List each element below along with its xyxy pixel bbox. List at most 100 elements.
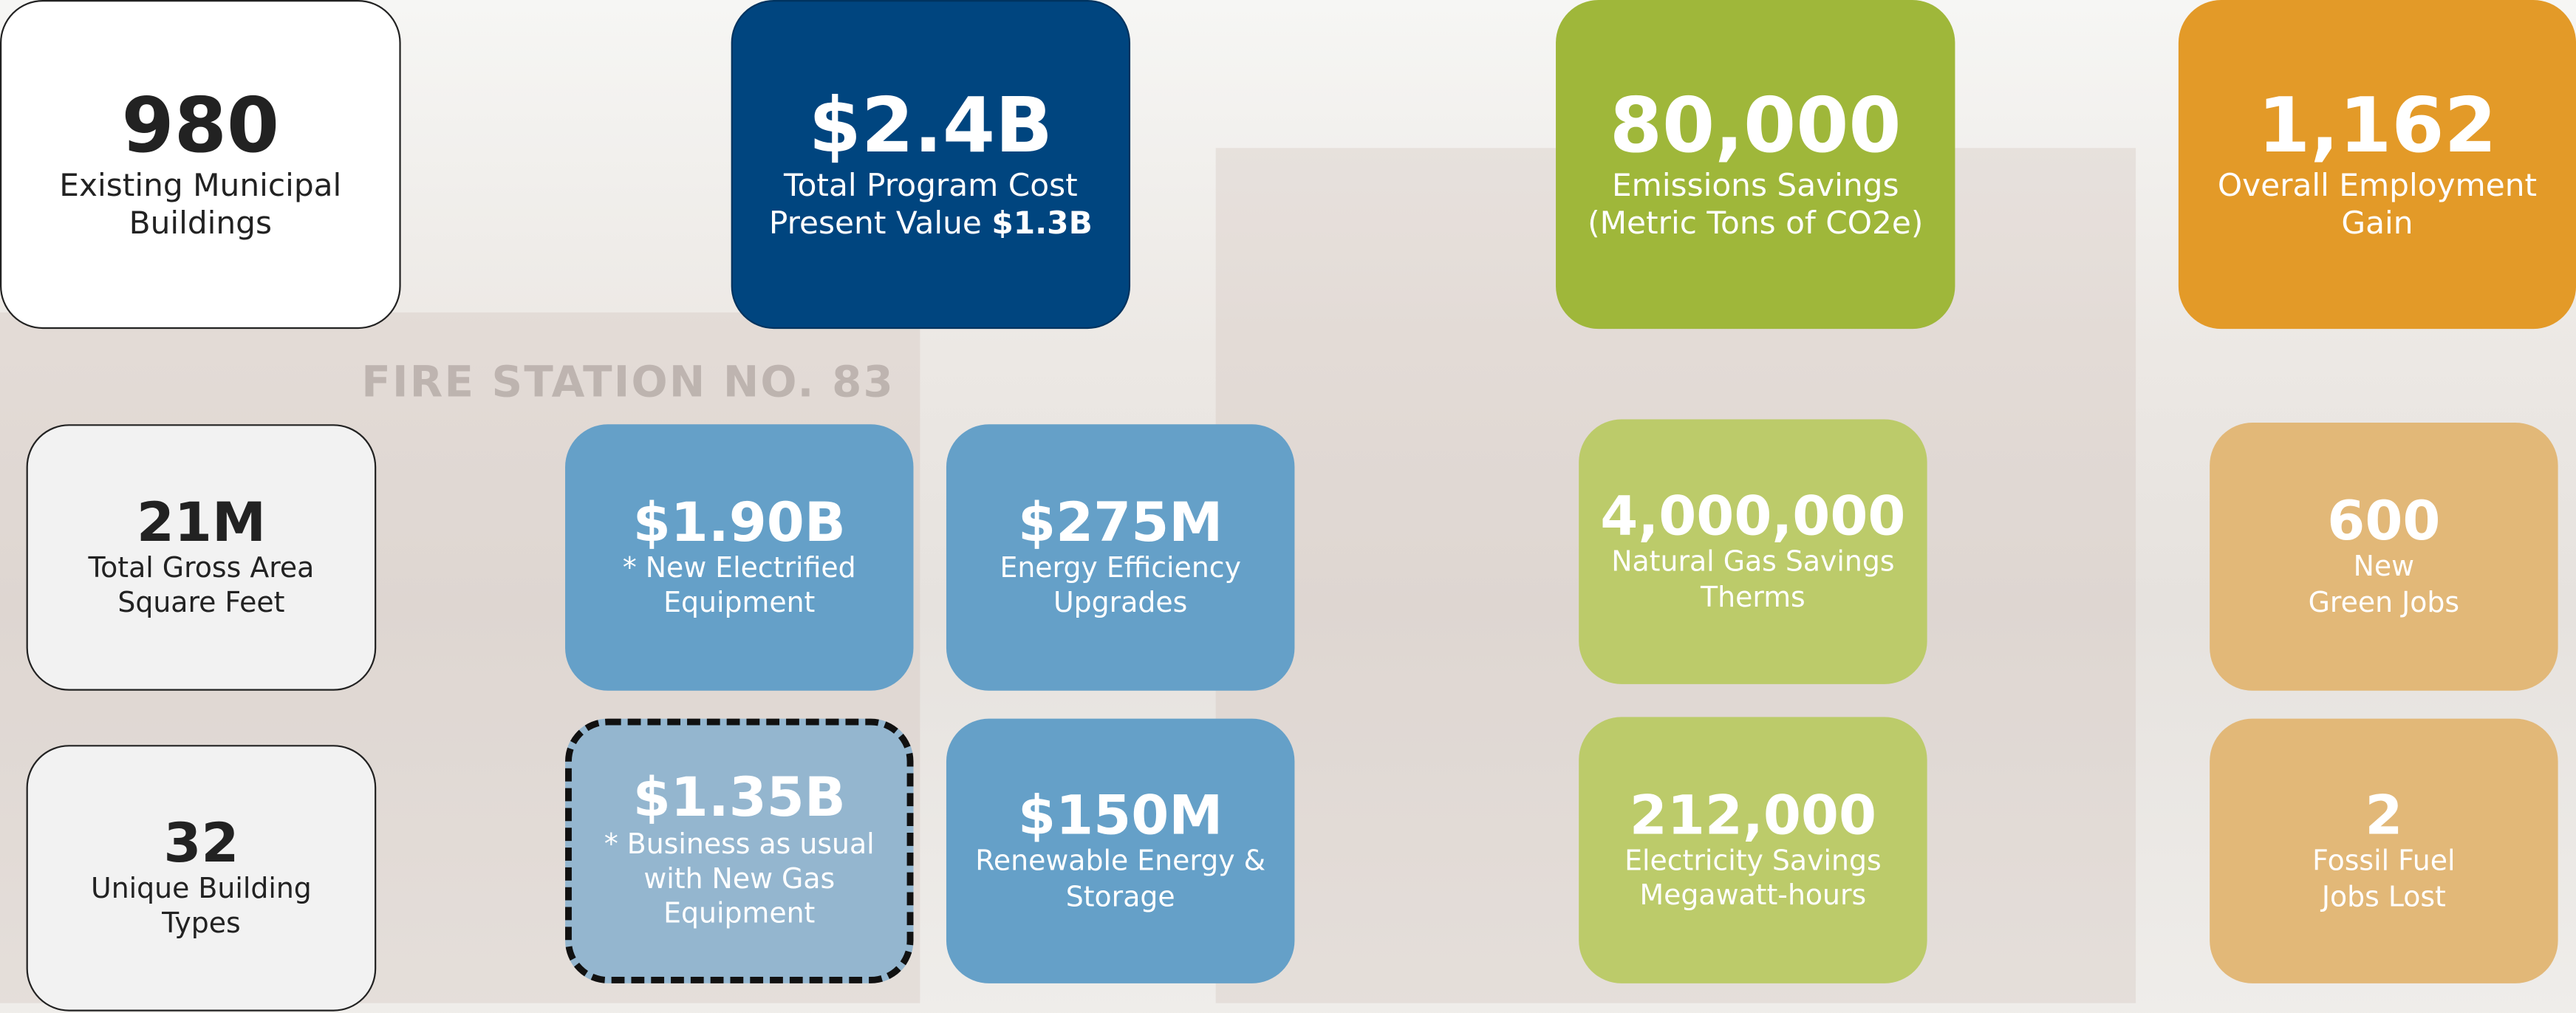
- label-line: Emissions Savings: [1588, 167, 1923, 206]
- label-text: Equipment: [663, 898, 816, 932]
- label-text: Gain: [2341, 205, 2413, 242]
- label-text: Total Program Cost: [783, 167, 1078, 203]
- stat-card: $275M Energy Efficiency Upgrades: [946, 424, 1295, 691]
- stat-label: Total Program Cost Present Value $1.3B: [769, 167, 1093, 245]
- stat-label: Energy Efficiency Upgrades: [1000, 553, 1240, 623]
- stat-card: 80,000 Emissions Savings (Metric Tons of C…: [1556, 0, 1955, 330]
- label-text: Total Gross Area: [88, 552, 315, 586]
- label-line: Storage: [975, 881, 1265, 915]
- stat-label: Renewable Energy & Storage: [975, 846, 1265, 916]
- label-line: (Metric Tons of CO2e): [1588, 206, 1923, 245]
- label-line: Total Gross Area: [88, 553, 314, 587]
- label-line: Square Feet: [88, 587, 314, 622]
- label-line: Types: [91, 908, 312, 943]
- label-line: Natural Gas Savings: [1611, 547, 1894, 581]
- stat-card: $150M Renewable Energy & Storage: [946, 718, 1295, 983]
- stat-value: $2.4B: [808, 80, 1053, 170]
- label-text: * New Electrified: [622, 552, 856, 586]
- label-text: Existing Municipal: [59, 167, 342, 203]
- stat-card: 32 Unique Building Types: [26, 745, 377, 1012]
- stat-label: New Green Jobs: [2309, 551, 2459, 621]
- label-line: Renewable Energy &: [975, 846, 1265, 881]
- label-line: with New Gas: [604, 863, 875, 898]
- label-line: Energy Efficiency: [1000, 553, 1240, 587]
- label-line: Present Value $1.3B: [769, 206, 1093, 245]
- stat-label: Natural Gas Savings Therms: [1611, 547, 1894, 617]
- stat-value: $1.35B: [632, 765, 846, 830]
- stat-label: Overall Employment Gain: [2218, 167, 2537, 245]
- stat-card: 2 Fossil Fuel Jobs Lost: [2210, 718, 2558, 983]
- label-emphasis: $1.3B: [991, 205, 1093, 242]
- label-line: Therms: [1611, 581, 1894, 616]
- label-text: Fossil Fuel: [2312, 845, 2456, 879]
- stat-card: 21M Total Gross Area Square Feet: [26, 424, 377, 691]
- stat-card: 1,162 Overall Employment Gain: [2178, 0, 2576, 330]
- label-text: Natural Gas Savings: [1611, 546, 1895, 580]
- label-text: (Metric Tons of CO2e): [1588, 205, 1924, 242]
- label-line: Existing Municipal: [59, 167, 341, 206]
- station-sign: FIRE STATION NO. 83: [361, 358, 895, 408]
- label-text: Equipment: [663, 587, 816, 621]
- label-text: Megawatt-hours: [1639, 880, 1867, 913]
- label-text: Square Feet: [117, 587, 285, 621]
- stat-label: Unique Building Types: [91, 873, 312, 944]
- label-line: Green Jobs: [2309, 587, 2459, 621]
- label-line: * New Electrified: [623, 553, 856, 587]
- stat-value: 80,000: [1609, 80, 1902, 170]
- label-text: New: [2353, 551, 2415, 584]
- stat-value: 1,162: [2258, 80, 2497, 170]
- label-line: Buildings: [59, 206, 341, 245]
- stat-value: 2: [2365, 782, 2403, 847]
- label-text: Buildings: [129, 205, 273, 242]
- label-line: Jobs Lost: [2312, 881, 2455, 915]
- stat-value: $275M: [1018, 489, 1223, 554]
- stat-label: * New Electrified Equipment: [623, 553, 856, 623]
- label-text: Present Value: [768, 205, 982, 242]
- stat-value: $150M: [1018, 782, 1223, 847]
- stat-card: $1.35B * Business as usual with New Gas Equ…: [565, 718, 914, 983]
- stat-value: 600: [2327, 488, 2441, 553]
- label-line: Gain: [2218, 206, 2537, 245]
- stat-card: $2.4B Total Program Cost Present Value $1.…: [731, 0, 1131, 330]
- label-line: Equipment: [604, 898, 875, 933]
- label-line: Fossil Fuel: [2312, 846, 2455, 881]
- label-text: Overall Employment: [2217, 167, 2538, 203]
- label-line: Electricity Savings: [1624, 845, 1882, 880]
- label-line: Total Program Cost: [769, 167, 1093, 206]
- label-line: Megawatt-hours: [1624, 880, 1882, 915]
- label-text: with New Gas: [643, 863, 836, 896]
- stat-card: 980 Existing Municipal Buildings: [0, 0, 401, 330]
- label-text: Jobs Lost: [2321, 881, 2446, 914]
- stat-card: 212,000 Electricity Savings Megawatt-hours: [1579, 717, 1927, 983]
- stat-card: 4,000,000 Natural Gas Savings Therms: [1579, 419, 1927, 684]
- stat-label: Electricity Savings Megawatt-hours: [1624, 845, 1882, 915]
- label-text: Energy Efficiency: [1000, 552, 1241, 586]
- stat-label: Fossil Fuel Jobs Lost: [2312, 846, 2455, 916]
- stat-value: 21M: [136, 489, 266, 554]
- label-line: Overall Employment: [2218, 167, 2537, 206]
- label-text: Unique Building: [91, 873, 312, 907]
- stat-label: * Business as usual with New Gas Equipment: [604, 828, 875, 933]
- stat-value: 32: [163, 810, 239, 875]
- label-text: Emissions Savings: [1611, 167, 1899, 203]
- label-text: Therms: [1701, 581, 1805, 615]
- stat-label: Existing Municipal Buildings: [59, 167, 341, 245]
- label-line: * Business as usual: [604, 828, 875, 863]
- label-text: Storage: [1065, 881, 1175, 914]
- stat-label: Emissions Savings (Metric Tons of CO2e): [1588, 167, 1923, 245]
- stat-label: Total Gross Area Square Feet: [88, 553, 314, 623]
- label-text: Renewable Energy &: [975, 845, 1266, 879]
- label-line: Unique Building: [91, 873, 312, 908]
- label-text: * Business as usual: [604, 828, 875, 862]
- stat-value: $1.90B: [632, 489, 846, 554]
- label-text: Green Jobs: [2308, 586, 2460, 620]
- label-line: Equipment: [623, 587, 856, 622]
- label-text: Upgrades: [1053, 587, 1188, 621]
- stat-value: 4,000,000: [1600, 483, 1906, 548]
- stat-card: $1.90B * New Electrified Equipment: [565, 424, 914, 691]
- label-text: Types: [162, 907, 241, 941]
- label-line: Upgrades: [1000, 587, 1240, 622]
- label-line: New: [2309, 551, 2459, 586]
- stat-value: 980: [121, 80, 280, 170]
